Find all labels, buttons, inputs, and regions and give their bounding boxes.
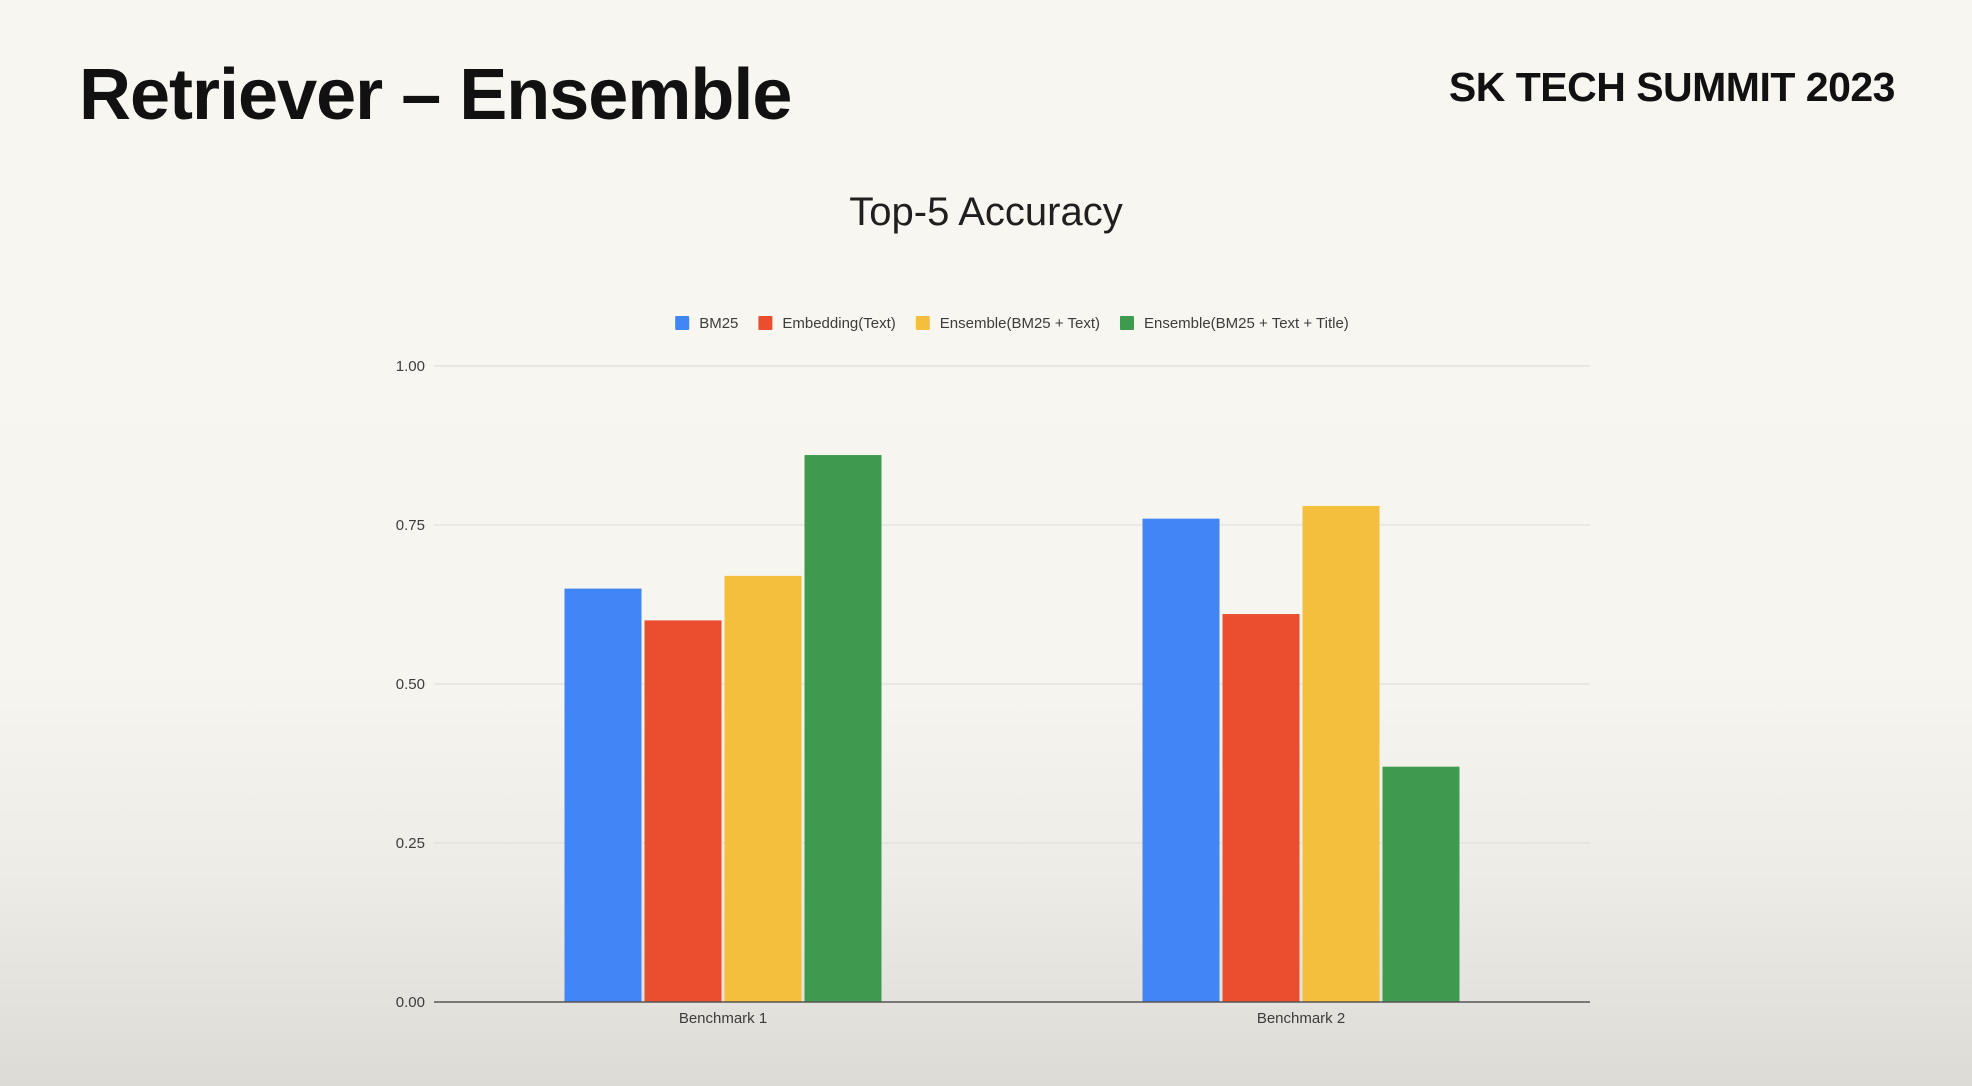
y-tick-label: 1.00 bbox=[396, 358, 425, 375]
chart-title: Top-5 Accuracy bbox=[849, 190, 1122, 234]
legend-swatch bbox=[1119, 316, 1134, 330]
y-tick-label: 0.75 bbox=[396, 517, 425, 534]
legend-label: BM25 bbox=[699, 315, 738, 332]
legend-item: Embedding(Text) bbox=[758, 315, 896, 332]
slide-title: Retriever – Ensemble bbox=[79, 55, 792, 135]
legend-swatch bbox=[758, 316, 773, 330]
legend-item: BM25 bbox=[675, 315, 738, 332]
legend-item: Ensemble(BM25 + Text + Title) bbox=[1119, 315, 1349, 332]
y-tick-label: 0.25 bbox=[396, 835, 425, 852]
y-tick-label: 0.50 bbox=[396, 676, 425, 693]
legend-swatch bbox=[675, 316, 690, 330]
event-brand-logo: SK TECH SUMMIT 2023 bbox=[1448, 64, 1896, 110]
chart-legend: BM25 Embedding(Text) Ensemble(BM25 + Text)… bbox=[675, 315, 1349, 332]
legend-label: Ensemble(BM25 + Text) bbox=[940, 315, 1100, 332]
bar bbox=[804, 455, 882, 1002]
bar bbox=[564, 588, 642, 1002]
legend-swatch bbox=[915, 316, 930, 330]
bar bbox=[1222, 614, 1300, 1002]
legend-label: Embedding(Text) bbox=[782, 315, 895, 332]
legend-item: Ensemble(BM25 + Text) bbox=[915, 315, 1100, 332]
bar bbox=[1142, 518, 1220, 1002]
y-tick-label: 0.00 bbox=[396, 994, 425, 1011]
x-tick-label: Benchmark 2 bbox=[1257, 1010, 1345, 1027]
chart-bars: Benchmark 1 Benchmark 2 bbox=[564, 455, 1460, 1027]
legend-label: Ensemble(BM25 + Text + Title) bbox=[1144, 315, 1349, 332]
bar bbox=[1382, 766, 1460, 1002]
bar bbox=[644, 620, 722, 1002]
bar bbox=[1302, 505, 1380, 1002]
x-tick-label: Benchmark 1 bbox=[679, 1010, 767, 1027]
bar bbox=[724, 575, 802, 1002]
